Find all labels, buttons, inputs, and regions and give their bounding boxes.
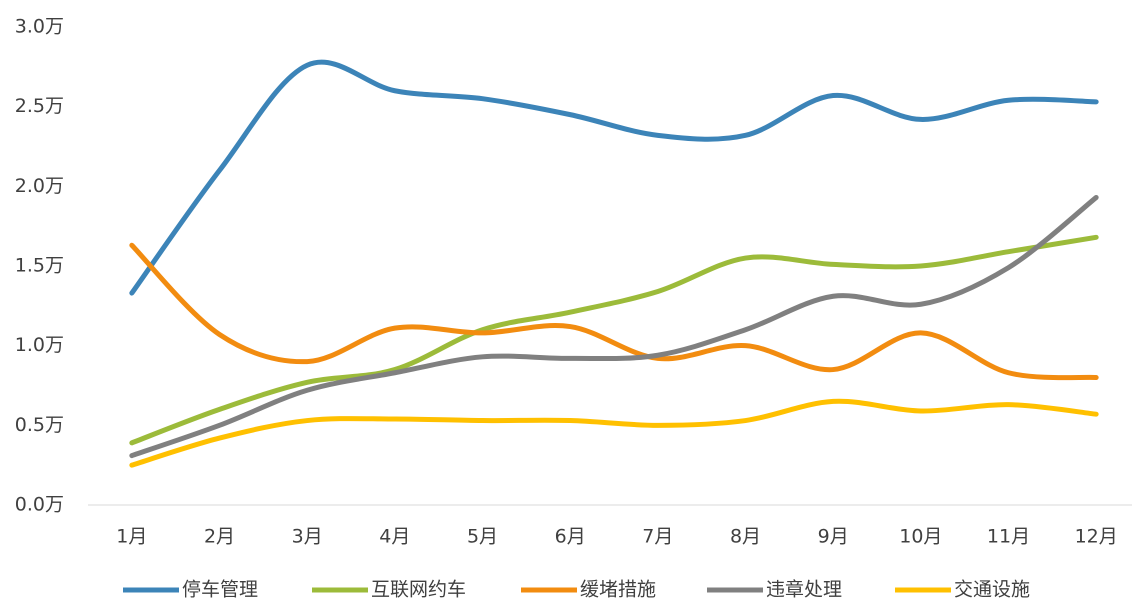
legend-label: 缓堵措施 (580, 579, 656, 601)
y-tick-label: 2.0万 (15, 175, 64, 197)
y-tick-label: 2.5万 (15, 95, 64, 117)
x-tick-label: 2月 (204, 526, 235, 548)
x-tick-label: 11月 (987, 526, 1030, 548)
x-tick-label: 1月 (116, 526, 147, 548)
y-tick-label: 0.5万 (15, 414, 64, 436)
legend-label: 违章处理 (766, 579, 842, 601)
x-tick-label: 8月 (730, 526, 761, 548)
series-line (129, 194, 1099, 459)
series-line (129, 234, 1099, 446)
x-tick-label: 9月 (818, 526, 849, 548)
series-line (129, 59, 1099, 296)
y-tick-label: 3.0万 (15, 16, 64, 38)
x-tick-label: 4月 (379, 526, 410, 548)
y-tick-label: 1.0万 (15, 334, 64, 356)
series-line (129, 398, 1099, 468)
x-tick-label: 10月 (899, 526, 942, 548)
x-tick-label: 7月 (642, 526, 673, 548)
x-tick-label: 6月 (555, 526, 586, 548)
x-tick-label: 5月 (467, 526, 498, 548)
y-tick-label: 0.0万 (15, 494, 64, 516)
x-tick-label: 12月 (1075, 526, 1118, 548)
legend-label: 互联网约车 (371, 579, 466, 601)
series-line (129, 242, 1099, 381)
x-tick-label: 3月 (292, 526, 323, 548)
legend-label: 交通设施 (954, 579, 1030, 601)
y-tick-label: 1.5万 (15, 255, 64, 277)
legend-label: 停车管理 (182, 579, 258, 601)
